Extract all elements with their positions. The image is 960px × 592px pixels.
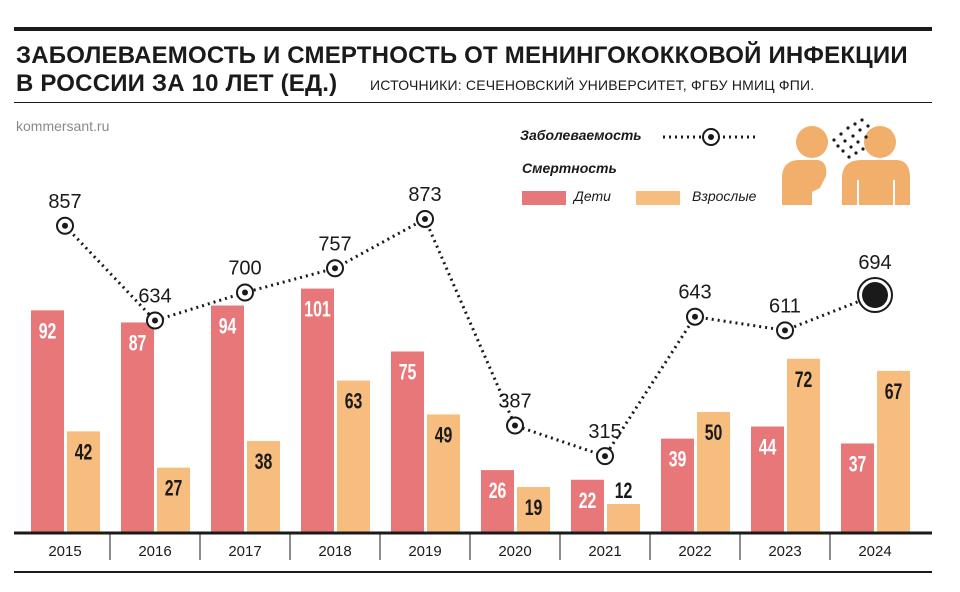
bar-children — [211, 305, 244, 533]
legend-children-label: Дети — [574, 188, 611, 204]
bar-adults-label: 38 — [255, 451, 273, 475]
bar-adults-label: 19 — [525, 497, 543, 521]
bar-adults — [247, 441, 280, 533]
site-credit: kommersant.ru — [16, 118, 110, 134]
x-tick-label: 2022 — [678, 543, 711, 560]
legend-adults-swatch — [636, 191, 680, 205]
bar-adults — [787, 358, 820, 533]
incidence-point-fill — [862, 282, 888, 309]
bar-adults-label: 12 — [615, 480, 633, 504]
x-tick-label: 2015 — [48, 543, 81, 560]
bar-adults-label: 72 — [795, 368, 813, 392]
bar-children-label: 101 — [304, 298, 331, 322]
bar-children — [481, 470, 514, 533]
bar-children — [301, 288, 334, 533]
bar-children-label: 39 — [669, 448, 687, 472]
incidence-label: 387 — [498, 391, 531, 413]
incidence-label: 857 — [48, 191, 81, 213]
incidence-point-dot — [152, 317, 158, 324]
incidence-label: 700 — [228, 258, 261, 280]
bar-children — [121, 322, 154, 533]
incidence-point-dot — [422, 215, 428, 222]
sources-note: ИСТОЧНИКИ: СЕЧЕНОВСКИЙ УНИВЕРСИТЕТ, ФГБУ… — [370, 77, 815, 93]
incidence-point-dot — [602, 453, 608, 460]
bar-adults-label: 42 — [75, 441, 93, 465]
bars-layer: 92 42 87 27 94 38 101 63 75 49 26 19 22 12 39 50 44 72 37 6… — [31, 288, 910, 533]
bar-adults — [157, 467, 190, 533]
incidence-line-layer: 857 634 700 757 873 387 315 643 611 694 — [48, 184, 893, 466]
bar-adults-label: 27 — [165, 477, 183, 501]
bar-children-label: 87 — [129, 332, 147, 356]
bar-children — [661, 438, 694, 533]
incidence-point-dot — [332, 265, 338, 272]
bar-children-label: 94 — [219, 315, 237, 339]
incidence-label: 315 — [588, 421, 621, 443]
x-tick-label: 2019 — [408, 543, 441, 560]
incidence-label: 694 — [858, 252, 891, 274]
bar-adults — [697, 412, 730, 533]
bar-adults — [607, 503, 640, 533]
bar-children — [841, 443, 874, 533]
incidence-line — [63, 216, 876, 458]
x-tick-label: 2016 — [138, 543, 171, 560]
incidence-point-dot — [512, 422, 518, 429]
incidence-label: 643 — [678, 282, 711, 304]
bar-children-label: 92 — [39, 320, 57, 344]
top-rule — [14, 27, 932, 31]
legend-mortality-label: Смертность — [522, 160, 617, 176]
legend-incidence-label: Заболеваемость — [520, 127, 642, 143]
bar-adults-label: 63 — [345, 390, 363, 414]
bar-children-label: 22 — [579, 489, 597, 513]
title-line-2: В РОССИИ ЗА 10 ЛЕТ (ЕД.) — [16, 70, 338, 97]
title-line-1: ЗАБОЛЕВАЕМОСТЬ И СМЕРТНОСТЬ ОТ МЕНИНГОКО… — [16, 42, 908, 69]
bar-adults — [337, 380, 370, 533]
bar-children — [571, 479, 604, 533]
header-rule — [14, 102, 932, 103]
incidence-point-dot — [62, 222, 68, 229]
bar-adults-label: 67 — [885, 380, 903, 404]
legend-adults-label: Взрослые — [692, 188, 757, 204]
x-tick-label: 2020 — [498, 543, 531, 560]
incidence-label: 634 — [138, 286, 171, 308]
incidence-label: 611 — [769, 295, 801, 317]
legend-incidence-marker-dot — [708, 134, 714, 140]
incidence-label: 873 — [408, 184, 441, 206]
bar-children-label: 75 — [399, 361, 417, 385]
bar-children-label: 26 — [489, 480, 507, 504]
bar-adults — [517, 487, 550, 533]
x-tick-label: 2021 — [588, 543, 621, 560]
incidence-point-dot — [782, 327, 788, 334]
bar-adults-label: 49 — [435, 424, 453, 448]
bar-adults — [67, 431, 100, 533]
incidence-point-dot — [692, 313, 698, 320]
bar-children — [31, 310, 64, 533]
x-tick-label: 2024 — [858, 543, 891, 560]
bar-children-label: 37 — [849, 453, 867, 477]
bar-adults-label: 50 — [705, 422, 723, 446]
bar-children — [391, 351, 424, 533]
incidence-point-dot — [242, 289, 248, 296]
bar-adults — [427, 414, 460, 533]
x-tick-label: 2017 — [228, 543, 261, 560]
x-tick-label: 2023 — [768, 543, 801, 560]
x-axis: 2015 2016 2017 2018 2019 2020 2021 2022 2023 2024 — [14, 531, 932, 573]
legend-children-swatch — [522, 191, 566, 205]
people-cough-icon — [782, 118, 910, 205]
incidence-label: 757 — [318, 233, 351, 255]
legend-marks — [522, 128, 757, 205]
x-tick-label: 2018 — [318, 543, 351, 560]
bar-adults — [877, 370, 910, 533]
bar-children — [751, 426, 784, 533]
bar-children-label: 44 — [759, 436, 777, 460]
